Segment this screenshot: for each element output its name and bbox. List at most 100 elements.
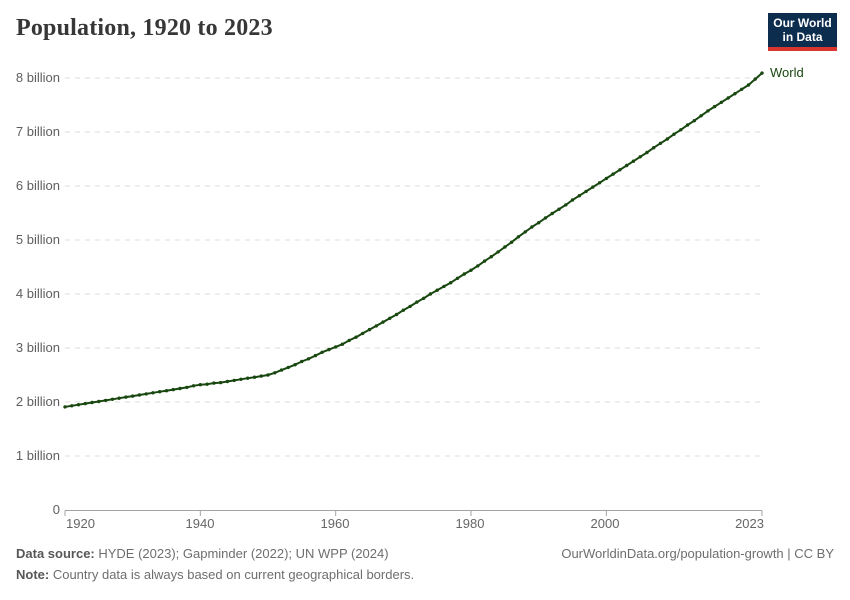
data-point <box>70 404 74 408</box>
data-point <box>340 342 345 346</box>
data-point <box>570 198 575 202</box>
data-point <box>334 345 338 349</box>
data-point <box>313 353 318 358</box>
data-point <box>753 77 757 81</box>
data-point <box>618 168 622 172</box>
data-point <box>151 391 155 395</box>
note-label: Note: <box>16 567 50 582</box>
data-point <box>428 292 433 296</box>
data-point <box>320 350 324 354</box>
data-point <box>672 132 676 136</box>
data-point <box>652 146 656 150</box>
data-point <box>347 338 351 343</box>
footer-left: Data source: HYDE (2023); Gapminder (202… <box>16 543 414 585</box>
y-axis-label-3: 3 billion <box>15 340 60 355</box>
y-axis-label-4: 4 billion <box>15 286 60 301</box>
data-point <box>110 397 115 401</box>
data-point <box>665 137 669 141</box>
data-point <box>577 194 581 198</box>
data-point <box>63 405 67 409</box>
data-point <box>584 189 588 194</box>
data-point <box>218 380 223 385</box>
data-point <box>259 374 263 378</box>
data-point <box>327 347 331 352</box>
data-point <box>591 185 595 189</box>
data-point <box>178 386 182 391</box>
footer-link[interactable]: OurWorldinData.org/population-growth | C… <box>561 546 834 561</box>
data-point <box>516 235 521 239</box>
data-point <box>266 373 270 377</box>
data-point <box>746 83 751 87</box>
data-point <box>509 240 514 244</box>
data-point <box>252 375 257 379</box>
owid-logo-line1: Our World <box>773 16 832 30</box>
data-point <box>503 245 507 249</box>
data-point <box>374 324 378 328</box>
data-point <box>103 398 108 403</box>
data-point <box>361 331 365 336</box>
data-point <box>543 216 548 220</box>
data-point <box>131 394 135 398</box>
data-point <box>286 365 290 370</box>
data-point <box>631 159 636 163</box>
data-point <box>185 385 189 390</box>
owid-logo[interactable]: Our World in Data <box>768 13 837 51</box>
data-point <box>117 396 121 400</box>
data-point <box>198 383 202 387</box>
data-point <box>90 400 94 405</box>
data-point <box>83 401 88 406</box>
data-point <box>550 211 554 216</box>
data-point <box>489 255 493 259</box>
data-point <box>367 327 372 332</box>
note-text: Country data is always based on current … <box>49 567 415 582</box>
data-source-label: Data source: <box>16 546 95 561</box>
data-point <box>706 109 710 113</box>
data-point <box>604 176 609 181</box>
data-point <box>692 119 696 123</box>
data-point <box>212 381 216 385</box>
data-point <box>239 377 243 381</box>
data-point <box>597 181 602 185</box>
data-point <box>435 288 439 292</box>
data-point <box>658 141 663 145</box>
x-axis-label-2000: 2000 <box>590 516 620 531</box>
data-point <box>306 357 311 361</box>
data-source-line: Data source: HYDE (2023); Gapminder (202… <box>16 543 414 564</box>
owid-logo-line2: in Data <box>782 30 823 44</box>
y-axis-label-1: 1 billion <box>15 448 60 463</box>
data-point <box>394 312 399 317</box>
data-point <box>300 359 304 364</box>
data-point <box>246 376 250 380</box>
data-point <box>273 371 277 375</box>
data-point <box>408 304 412 309</box>
data-point <box>726 96 730 100</box>
data-point <box>442 284 446 289</box>
y-axis-label-0: 0 <box>52 502 60 517</box>
data-point <box>699 114 703 118</box>
data-source-text: HYDE (2023); Gapminder (2022); UN WPP (2… <box>94 546 389 561</box>
page-title: Population, 1920 to 2023 <box>16 15 273 41</box>
data-point <box>496 250 500 254</box>
data-point <box>144 392 148 396</box>
data-point <box>97 399 101 404</box>
data-point <box>645 150 649 155</box>
data-point <box>625 163 629 168</box>
data-point <box>124 395 128 399</box>
data-point <box>611 172 615 176</box>
x-axis-label-1980: 1980 <box>455 516 485 531</box>
data-point <box>462 272 466 276</box>
data-point <box>422 296 426 300</box>
y-axis-label-5: 5 billion <box>15 232 60 247</box>
series-end-label-world[interactable]: World <box>770 65 804 81</box>
x-axis-label-1940: 1940 <box>185 516 215 531</box>
y-axis-label-8: 8 billion <box>15 70 60 85</box>
data-point <box>401 308 405 312</box>
data-point <box>733 92 737 96</box>
data-point <box>455 276 460 280</box>
chart-footer: Data source: HYDE (2023); Gapminder (202… <box>16 543 834 585</box>
data-point <box>449 281 453 285</box>
y-axis-label-6: 6 billion <box>15 178 60 193</box>
data-point <box>564 203 568 207</box>
